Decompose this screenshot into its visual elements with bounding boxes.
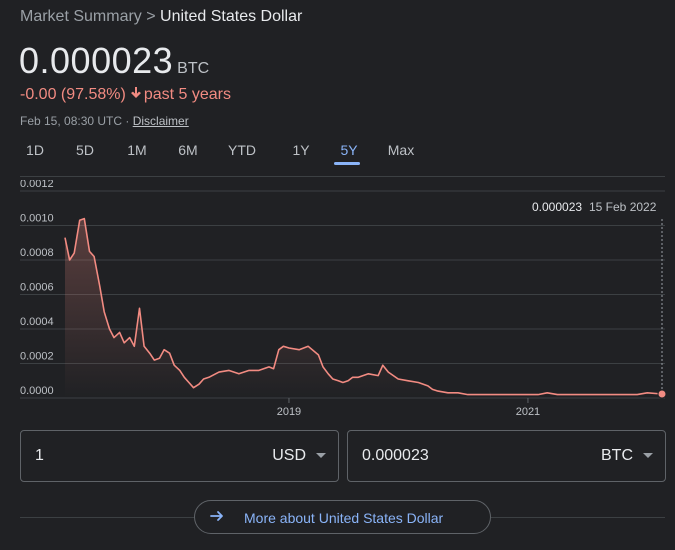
y-tick-label: 0.0012 <box>20 180 54 190</box>
tooltip-date: 15 Feb 2022 <box>589 200 657 214</box>
change-row: -0.00 (97.58%) past 5 years <box>20 86 231 104</box>
hover-point <box>657 389 667 399</box>
timestamp: Feb 15, 08:30 UTC · <box>20 114 133 128</box>
y-tick-label: 0.0010 <box>20 213 54 225</box>
converter-to-currency-label: BTC <box>601 447 633 464</box>
tab-1m[interactable]: 1M <box>127 142 147 158</box>
caret-down-icon <box>316 453 326 459</box>
converter-from-value[interactable]: 1 <box>35 447 44 464</box>
x-tick-label: 2021 <box>516 406 540 418</box>
more-about-label: More about United States Dollar <box>244 510 444 526</box>
breadcrumb-current: United States Dollar <box>160 8 303 25</box>
tab-max[interactable]: Max <box>387 142 415 158</box>
converter-to-value[interactable]: 0.000023 <box>362 447 429 464</box>
price-row: 0.000023 BTC <box>19 40 209 82</box>
tab-5d[interactable]: 5D <box>76 142 94 158</box>
x-tick-label: 2019 <box>277 406 301 418</box>
change-value: -0.00 (97.58%) <box>20 86 126 103</box>
arrow-right-icon <box>209 508 225 529</box>
price-unit: BTC <box>177 60 210 77</box>
arrow-down-icon <box>130 86 142 104</box>
series-area <box>65 218 662 398</box>
divider <box>20 176 665 177</box>
series-line <box>64 217 663 396</box>
y-tick-label: 0.0000 <box>20 385 54 397</box>
tab-5y[interactable]: 5Y <box>340 142 358 158</box>
y-tick-label: 0.0004 <box>20 316 54 328</box>
more-about-button[interactable]: More about United States Dollar <box>194 500 491 534</box>
price-chart[interactable]: 0.0000 0.0002 0.0004 0.0006 0.0008 0.0010 0.00… <box>0 180 675 425</box>
tab-6m[interactable]: 6M <box>178 142 198 158</box>
breadcrumb: Market Summary > United States Dollar <box>20 8 302 26</box>
converter-from-field[interactable]: 1 USD <box>20 430 339 482</box>
tab-1y[interactable]: 1Y <box>292 142 310 158</box>
breadcrumb-parent[interactable]: Market Summary <box>20 8 142 25</box>
range-tabs: 1D 5D 1M 6M YTD 1Y 5Y Max <box>0 142 675 166</box>
y-tick-label: 0.0002 <box>20 351 54 363</box>
tooltip-box <box>527 196 661 218</box>
disclaimer-link[interactable]: Disclaimer <box>132 114 189 128</box>
converter-from-currency-label: USD <box>272 447 306 464</box>
change-period: past 5 years <box>143 86 231 103</box>
breadcrumb-separator: > <box>146 8 156 25</box>
converter-from-currency[interactable]: USD <box>272 447 326 465</box>
caret-down-icon <box>643 453 653 459</box>
y-tick-label: 0.0006 <box>20 282 54 294</box>
price-value: 0.000023 <box>19 40 174 81</box>
tooltip-value: 0.000023 <box>532 200 582 214</box>
converter-to-currency[interactable]: BTC <box>601 447 653 465</box>
tab-ytd[interactable]: YTD <box>228 142 256 158</box>
converter-to-field[interactable]: 0.000023 BTC <box>347 430 666 482</box>
y-tick-label: 0.0008 <box>20 247 54 259</box>
active-tab-indicator <box>334 162 360 165</box>
tab-1d[interactable]: 1D <box>26 142 44 158</box>
timestamp-row: Feb 15, 08:30 UTC · Disclaimer <box>20 114 189 128</box>
